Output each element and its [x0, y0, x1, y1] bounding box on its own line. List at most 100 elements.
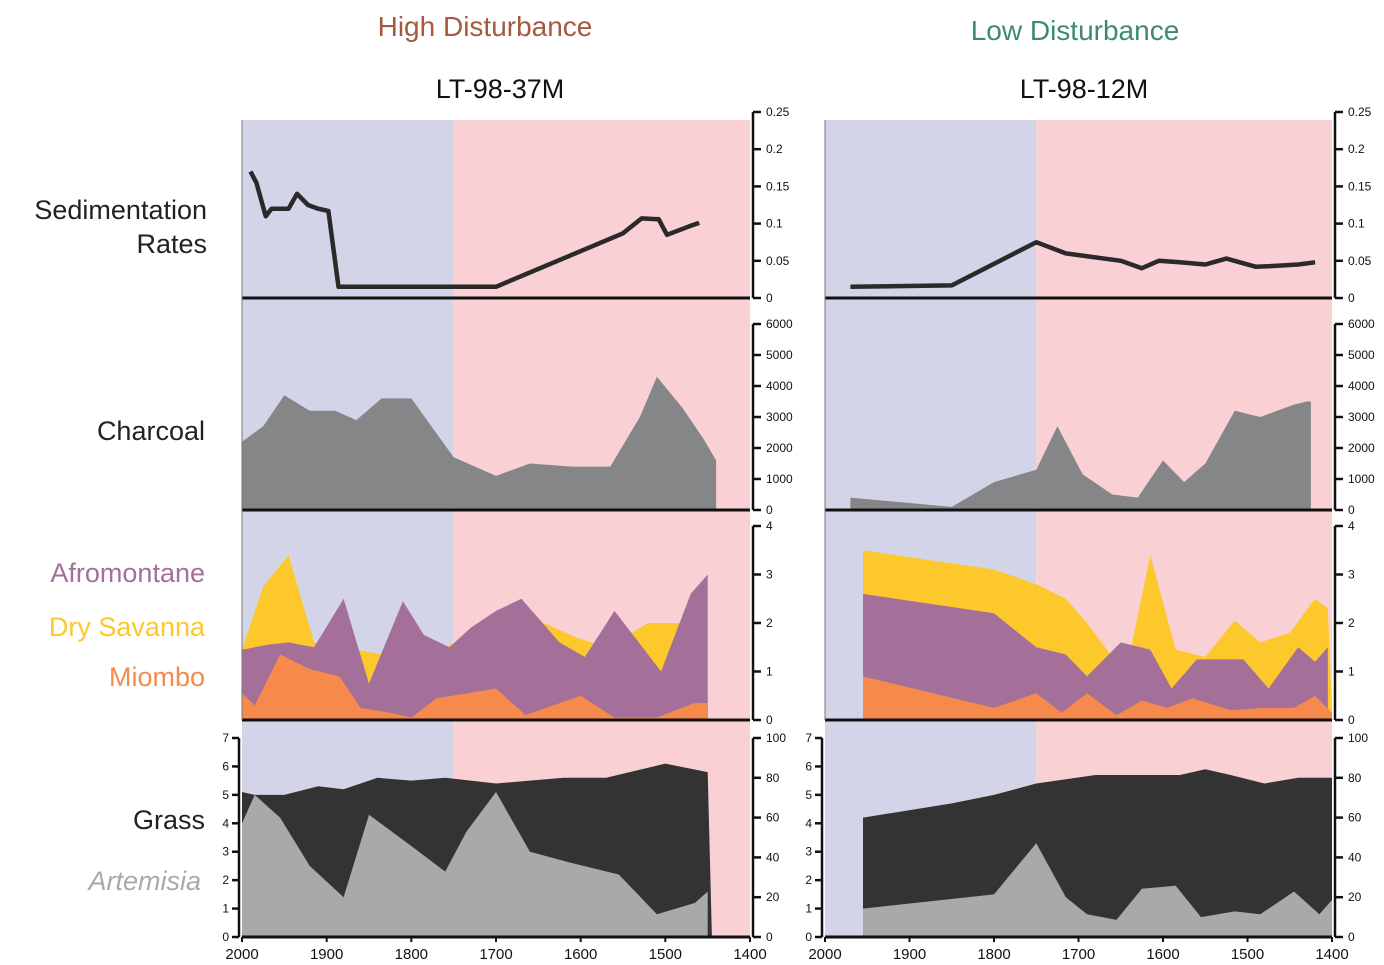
- series-area-afromontane: [863, 593, 1328, 720]
- x-tick-label: 1900: [310, 946, 343, 963]
- series-area-afromontane: [242, 574, 708, 720]
- right-tick-label: 4000: [1348, 379, 1375, 393]
- right-tick-label: 0.15: [1348, 179, 1372, 193]
- right-tick-label: 2: [766, 616, 773, 630]
- right-tick-label: 0: [1348, 503, 1355, 517]
- series-area-miombo: [863, 676, 1332, 720]
- right-tick-label: 0.1: [766, 217, 783, 231]
- group-title-low: Low Disturbance: [971, 15, 1180, 46]
- left-tick-label: 1: [805, 902, 812, 916]
- right-tick-label: 1000: [766, 472, 793, 486]
- group-title-high: High Disturbance: [378, 11, 593, 42]
- right-tick-label: 0.2: [766, 142, 783, 156]
- series-line-sedimentation: [850, 239, 1316, 290]
- right-tick-label: 3000: [766, 410, 793, 424]
- left-tick-label: 1: [222, 902, 229, 916]
- right-tick-label: 2000: [766, 441, 793, 455]
- left-tick-label: 5: [805, 788, 812, 802]
- right-tick-label: 40: [766, 850, 780, 864]
- right-tick-label: 1: [1348, 665, 1355, 679]
- right-tick-label: 5000: [766, 348, 793, 362]
- right-tick-label: 60: [766, 811, 780, 825]
- x-tick-label: 2000: [225, 946, 258, 963]
- right-tick-label: 3: [1348, 568, 1355, 582]
- row-label-sedimentation-1: Sedimentation: [34, 195, 207, 225]
- panel-grass-and-artemisia: 0 20 40 60 80 100 0 1 2 3 4 5 6 7: [805, 731, 1368, 944]
- right-tick-label: 2000: [1348, 441, 1375, 455]
- right-tick-label: 4: [1348, 519, 1355, 533]
- panel-sedimentation-rates: 0 0.05 0.1 0.15 0.2 0.25: [825, 105, 1372, 305]
- site-label-left: LT-98-37M: [436, 74, 565, 104]
- x-tick-label: 1500: [649, 946, 682, 963]
- chart-lt-98-12m: 00.050.10.150.20.25010002000300040005000…: [805, 105, 1375, 963]
- x-tick-label: 1500: [1231, 946, 1264, 963]
- left-tick-label: 0: [222, 930, 229, 944]
- x-tick-label: 2000: [808, 946, 841, 963]
- left-tick-label: 3: [805, 845, 812, 859]
- right-tick-label: 0: [766, 713, 773, 727]
- row-label-charcoal: Charcoal: [97, 416, 205, 446]
- right-tick-label: 3: [766, 568, 773, 582]
- panel-sedimentation-rates: 0 0.05 0.1 0.15 0.2 0.25: [242, 105, 790, 305]
- row-label-artemisia: Artemisia: [86, 866, 201, 896]
- right-tick-label: 1000: [1348, 472, 1375, 486]
- x-tick-label: 1900: [893, 946, 926, 963]
- series-area-artemisia: [863, 843, 1332, 937]
- right-tick-label: 0.1: [1348, 217, 1365, 231]
- right-tick-label: 0: [1348, 713, 1355, 727]
- right-tick-label: 0.05: [766, 254, 790, 268]
- x-tick-label: 1700: [1062, 946, 1095, 963]
- series-area-artemisia: [242, 792, 708, 937]
- right-tick-label: 100: [1348, 731, 1368, 745]
- row-label-sedimentation-2: Rates: [136, 229, 207, 259]
- right-tick-label: 100: [766, 731, 786, 745]
- right-tick-label: 5000: [1348, 348, 1375, 362]
- right-tick-label: 0: [766, 503, 773, 517]
- left-tick-label: 6: [805, 759, 812, 773]
- right-tick-label: 40: [1348, 850, 1362, 864]
- left-tick-label: 2: [222, 873, 229, 887]
- right-tick-label: 1: [766, 665, 773, 679]
- panel-grass-and-artemisia: 0 20 40 60 80 100 0 1 2 3 4 5 6 7: [222, 731, 786, 944]
- row-label-grass: Grass: [133, 805, 205, 835]
- x-tick-label: 1400: [1315, 946, 1348, 963]
- right-tick-label: 0.25: [1348, 105, 1372, 119]
- left-tick-label: 0: [805, 930, 812, 944]
- series-line-sedimentation: [248, 170, 700, 290]
- plot-area: 00.050.10.150.20.25010002000300040005000…: [222, 105, 1375, 963]
- left-tick-label: 5: [222, 788, 229, 802]
- series-area-miombo: [242, 654, 708, 720]
- right-tick-label: 6000: [766, 317, 793, 331]
- right-tick-label: 4000: [766, 379, 793, 393]
- x-tick-label: 1400: [733, 946, 766, 963]
- right-tick-label: 0: [766, 291, 773, 305]
- right-tick-label: 20: [766, 890, 780, 904]
- right-tick-label: 0: [1348, 930, 1355, 944]
- x-tick-label: 1600: [564, 946, 597, 963]
- series-area-grass: [863, 769, 1332, 937]
- right-tick-label: 0.05: [1348, 254, 1372, 268]
- right-tick-label: 0.15: [766, 179, 790, 193]
- panel-pollen-groups: 0 1 2 3 4: [242, 519, 773, 727]
- right-tick-label: 2: [1348, 616, 1355, 630]
- left-tick-label: 4: [222, 816, 229, 830]
- x-tick-label: 1700: [479, 946, 512, 963]
- right-tick-label: 6000: [1348, 317, 1375, 331]
- site-label-right: LT-98-12M: [1020, 74, 1149, 104]
- panel-charcoal: 0 1000 2000 3000 4000 5000 6000: [825, 317, 1375, 517]
- right-tick-label: 4: [766, 519, 773, 533]
- right-tick-label: 20: [1348, 890, 1362, 904]
- x-tick-label: 1600: [1146, 946, 1179, 963]
- right-tick-label: 3000: [1348, 410, 1375, 424]
- right-tick-label: 0.25: [766, 105, 790, 119]
- right-tick-label: 0: [766, 930, 773, 944]
- x-tick-label: 1800: [977, 946, 1010, 963]
- left-tick-label: 3: [222, 845, 229, 859]
- row-label-dry-savanna: Dry Savanna: [49, 612, 206, 642]
- chart-lt-98-37m: 00.050.10.150.20.25010002000300040005000…: [222, 105, 793, 963]
- right-tick-label: 80: [1348, 771, 1362, 785]
- right-tick-label: 0: [1348, 291, 1355, 305]
- series-area-charcoal: [242, 376, 717, 510]
- right-tick-label: 60: [1348, 811, 1362, 825]
